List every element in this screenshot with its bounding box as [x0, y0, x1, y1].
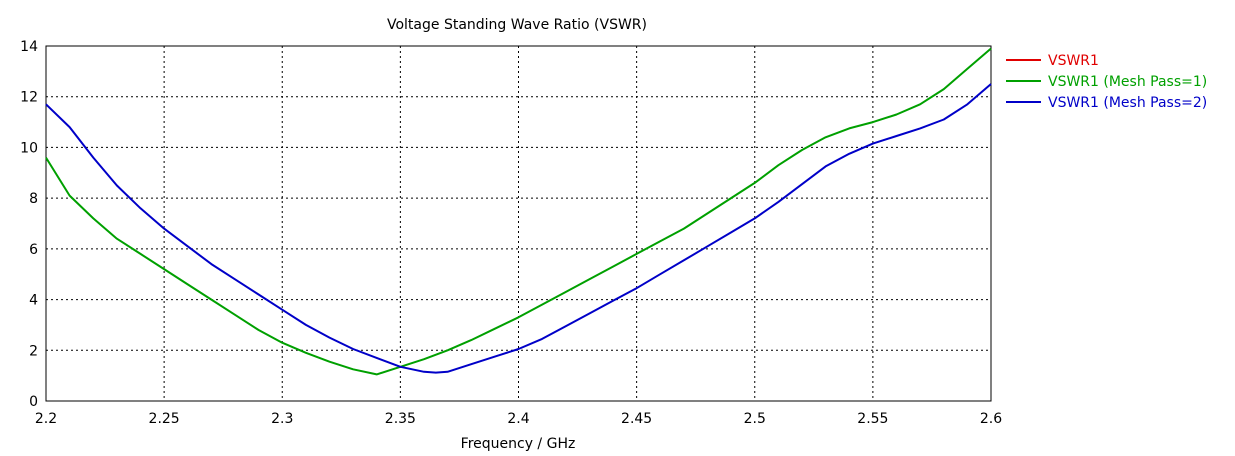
x-tick-label: 2.25 — [149, 411, 180, 427]
grid — [46, 46, 991, 401]
x-tick-label: 2.4 — [507, 411, 529, 427]
series-line-2 — [45, 83, 992, 374]
y-tick-label: 12 — [20, 90, 38, 106]
x-tick-label: 2.45 — [621, 411, 652, 427]
y-tick-label: 6 — [29, 242, 38, 258]
y-tick-label: 8 — [29, 191, 38, 207]
x-tick-label: 2.6 — [980, 411, 1002, 427]
x-tick-label: 2.35 — [385, 411, 416, 427]
y-tick-label: 4 — [29, 293, 38, 309]
y-tick-label: 2 — [29, 343, 38, 359]
legend[interactable]: VSWR1 VSWR1 (Mesh Pass=1) VSWR1 (Mesh Pass… — [1006, 53, 1207, 111]
x-axis-label: Frequency / GHz — [461, 436, 576, 452]
series-layer — [45, 47, 992, 376]
y-tick-label: 0 — [29, 394, 38, 410]
legend-label-0[interactable]: VSWR1 — [1048, 53, 1099, 69]
y-tick-label: 14 — [20, 39, 38, 55]
x-tick-label: 2.3 — [271, 411, 293, 427]
y-tick-label: 10 — [20, 140, 38, 156]
chart-title: Voltage Standing Wave Ratio (VSWR) — [387, 17, 647, 33]
series-line-1 — [45, 47, 992, 376]
legend-label-1[interactable]: VSWR1 (Mesh Pass=1) — [1048, 74, 1207, 90]
x-tick-label: 2.55 — [857, 411, 888, 427]
legend-label-2[interactable]: VSWR1 (Mesh Pass=2) — [1048, 95, 1207, 111]
tick-labels: 2.2 2.25 2.3 2.35 2.4 2.45 2.5 2.55 2.6 0 2 4 6 8 10 12… — [20, 39, 1002, 427]
x-tick-label: 2.5 — [744, 411, 766, 427]
x-tick-label: 2.2 — [35, 411, 57, 427]
plot-area — [45, 45, 992, 402]
